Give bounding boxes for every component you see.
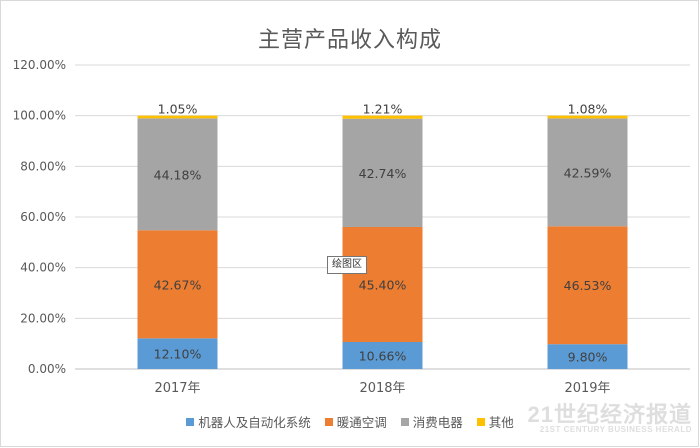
data-label: 42.67% — [154, 277, 202, 292]
bar-segment — [137, 115, 218, 119]
y-tick-label: 120.00% — [13, 58, 66, 72]
y-tick-label: 0.00% — [28, 362, 66, 376]
data-label: 9.80% — [568, 350, 608, 365]
legend-item: 机器人及自动化系统 — [186, 412, 311, 431]
legend-label: 其他 — [488, 415, 514, 430]
chart-title: 主营产品收入构成 — [257, 28, 442, 53]
data-label: 44.18% — [154, 167, 202, 182]
legend-swatch — [400, 417, 409, 426]
y-tick-label: 20.00% — [20, 311, 66, 325]
legend-item: 消费电器 — [400, 412, 463, 431]
bar-segment — [342, 115, 423, 119]
bar-segment — [547, 344, 628, 369]
x-tick-label: 2018年 — [359, 381, 405, 396]
data-label: 1.21% — [363, 102, 403, 117]
watermark-sub: 21ST CENTURY BUSINESS HERALD — [539, 425, 692, 434]
x-tick-label: 2017年 — [154, 381, 200, 396]
data-label: 1.05% — [158, 102, 198, 117]
chart-legend: 机器人及自动化系统 暖通空调 消费电器 其他 — [0, 412, 700, 431]
legend-label: 暖通空调 — [336, 415, 387, 430]
data-label: 42.59% — [564, 165, 612, 180]
watermark-main: 21世纪经济报道 — [527, 402, 692, 427]
y-tick-label: 40.00% — [20, 261, 66, 275]
data-label: 42.74% — [359, 166, 407, 181]
watermark-logo: 21世纪经济报道 21ST CENTURY BUSINESS HERALD — [528, 404, 692, 434]
bar-segment — [342, 341, 423, 369]
legend-item: 其他 — [476, 412, 514, 431]
legend-swatch — [324, 417, 333, 426]
bar-segment — [137, 230, 218, 339]
data-label: 12.10% — [154, 347, 202, 362]
legend-item: 暖通空调 — [324, 412, 387, 431]
legend-swatch — [476, 417, 485, 426]
y-tick-label: 80.00% — [20, 159, 66, 173]
legend-label: 机器人及自动化系统 — [198, 415, 311, 430]
bar-segment — [547, 115, 628, 119]
bar-segment — [547, 226, 628, 345]
data-label: 10.66% — [359, 348, 407, 363]
x-tick-label: 2019年 — [564, 381, 610, 396]
y-tick-label: 60.00% — [20, 210, 66, 224]
legend-swatch — [186, 417, 195, 426]
bar-segment — [137, 338, 218, 369]
bar-segment — [342, 118, 423, 227]
bar-segment — [342, 226, 423, 342]
data-label: 1.08% — [568, 102, 608, 117]
data-label: 45.40% — [359, 277, 407, 292]
plot-area-tooltip: 绘图区 — [327, 256, 367, 274]
bar-segment — [137, 118, 218, 231]
bar-segment — [547, 118, 628, 227]
y-tick-label: 100.00% — [13, 109, 66, 123]
legend-label: 消费电器 — [412, 415, 463, 430]
data-label: 46.53% — [564, 278, 612, 293]
